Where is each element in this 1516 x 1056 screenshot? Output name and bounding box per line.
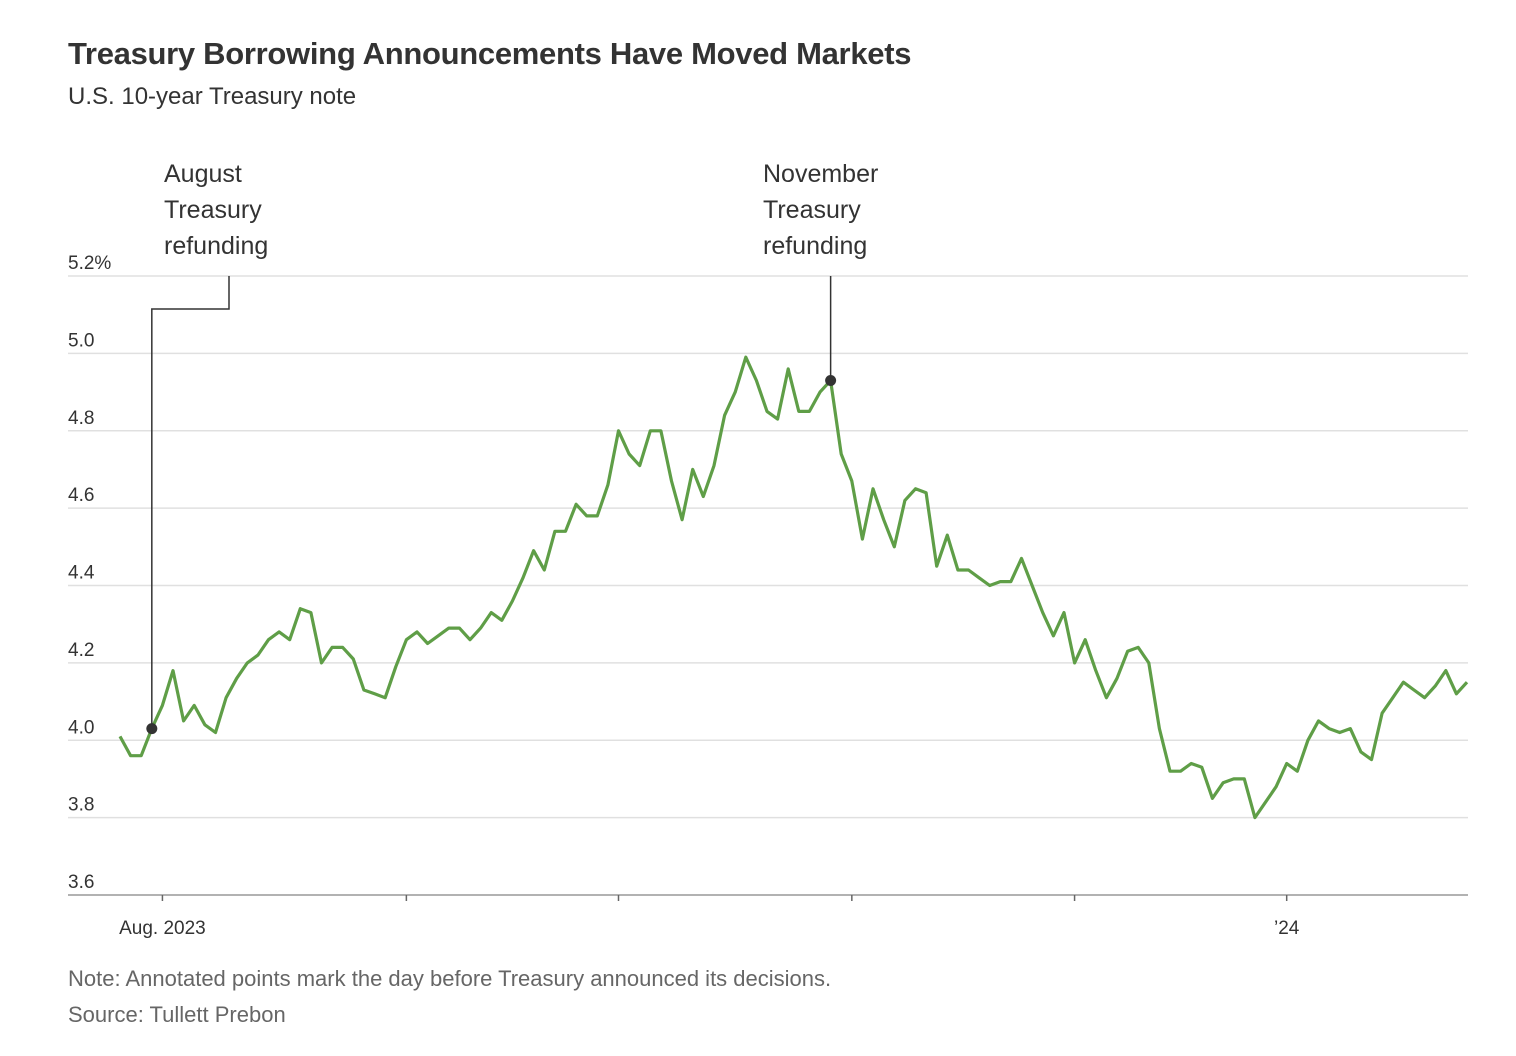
y-tick-label: 4.6 xyxy=(68,485,94,506)
annotation-label-november: Treasury xyxy=(763,196,861,224)
annotation-label-november: refunding xyxy=(763,232,867,260)
annotations: August Treasury refunding November Treasury r… xyxy=(151,160,878,729)
y-tick-label: 3.6 xyxy=(68,872,94,893)
x-axis: Aug. 2023 ’24 xyxy=(68,894,1468,939)
x-tick-label: ’24 xyxy=(1274,918,1300,939)
annotation-markers xyxy=(146,374,837,735)
annotation-label-august: refunding xyxy=(164,232,268,260)
chart-subtitle: U.S. 10-year Treasury note xyxy=(68,83,357,110)
y-tick-label: 4.2 xyxy=(68,640,94,661)
chart-note: Note: Annotated points mark the day befo… xyxy=(68,966,832,991)
annotation-label-august: August xyxy=(164,160,242,188)
y-tick-label: 4.0 xyxy=(68,717,94,738)
annotation-label-november: November xyxy=(763,160,878,188)
gridlines xyxy=(68,275,1468,819)
y-tick-label: 4.8 xyxy=(68,408,94,429)
annotation-label-august: Treasury xyxy=(164,196,262,224)
x-tick-label: Aug. 2023 xyxy=(119,918,206,939)
y-axis: 5.2% 5.0 4.8 4.6 4.4 4.2 4.0 3.8 3.6 xyxy=(68,253,111,893)
chart-source: Source: Tullett Prebon xyxy=(68,1002,286,1027)
chart-title: Treasury Borrowing Announcements Have Mo… xyxy=(68,36,912,71)
annotation-point-november xyxy=(825,374,837,386)
yield-line xyxy=(118,355,1469,820)
y-tick-label: 5.0 xyxy=(68,330,94,351)
y-tick-label: 5.2% xyxy=(68,253,111,274)
y-tick-label: 4.4 xyxy=(68,563,95,584)
y-tick-label: 3.8 xyxy=(68,795,94,816)
series xyxy=(118,355,1469,820)
annotation-leader-august xyxy=(151,276,230,729)
annotation-point-august xyxy=(146,723,158,735)
